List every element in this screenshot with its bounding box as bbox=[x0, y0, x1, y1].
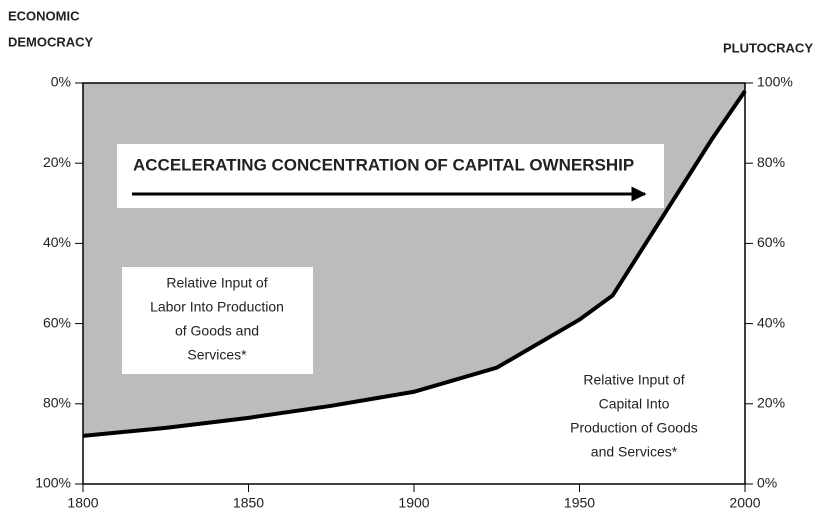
y-tick-label: 0% bbox=[51, 74, 71, 90]
capital-annotation: Production of Goods bbox=[570, 420, 698, 436]
x-tick-label: 1800 bbox=[67, 495, 98, 511]
y2-tick-label: 80% bbox=[757, 154, 785, 170]
labor-annotation: Labor Into Production bbox=[150, 299, 284, 315]
y-tick-label: 40% bbox=[43, 234, 71, 250]
y2-tick-label: 20% bbox=[757, 395, 785, 411]
y2-tick-label: 100% bbox=[757, 74, 793, 90]
x-tick-label: 1850 bbox=[233, 495, 264, 511]
x-tick-label: 1950 bbox=[564, 495, 595, 511]
capital-annotation: Relative Input of bbox=[583, 372, 684, 388]
y2-tick-label: 40% bbox=[757, 314, 785, 330]
left-axis-label: ECONOMIC bbox=[8, 8, 80, 23]
x-tick-label: 2000 bbox=[729, 495, 760, 511]
labor-annotation: Services* bbox=[187, 347, 247, 363]
labor-annotation: Relative Input of bbox=[166, 275, 267, 291]
right-axis-label: PLUTOCRACY bbox=[723, 40, 813, 55]
annotation-box bbox=[117, 144, 664, 208]
y-tick-label: 100% bbox=[35, 475, 71, 491]
capital-annotation: and Services* bbox=[591, 444, 678, 460]
x-tick-label: 1900 bbox=[398, 495, 429, 511]
y-tick-label: 80% bbox=[43, 395, 71, 411]
left-axis-label: DEMOCRACY bbox=[8, 34, 94, 49]
arrow-annotation: ACCELERATING CONCENTRATION OF CAPITAL OW… bbox=[133, 155, 634, 174]
y-tick-label: 20% bbox=[43, 154, 71, 170]
capital-annotation: Capital Into bbox=[599, 396, 670, 412]
annotation-box bbox=[122, 267, 313, 374]
y2-tick-label: 60% bbox=[757, 234, 785, 250]
y2-tick-label: 0% bbox=[757, 475, 777, 491]
y-tick-label: 60% bbox=[43, 314, 71, 330]
line bbox=[82, 89, 747, 438]
labor-annotation: of Goods and bbox=[175, 323, 259, 339]
